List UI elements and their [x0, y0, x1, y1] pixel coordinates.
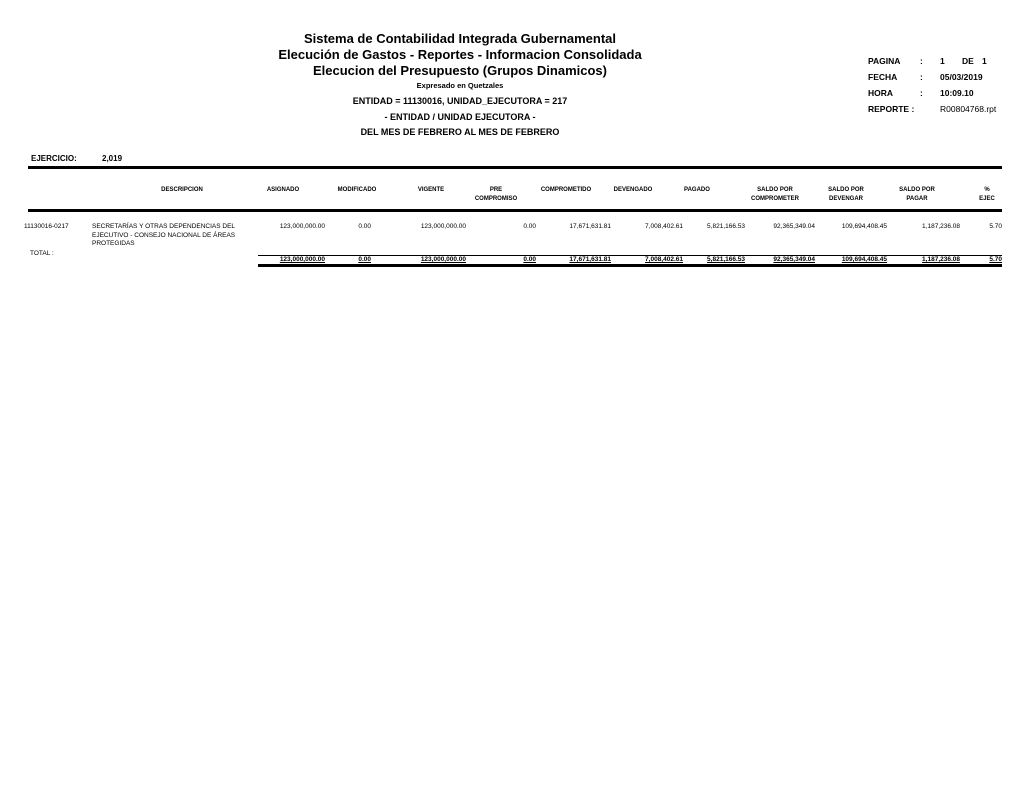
row-value-porcentaje-ejec: 5.70: [989, 223, 1002, 230]
page-number: 1: [940, 56, 945, 66]
row-value-devengado: 7,008,402.61: [645, 223, 683, 230]
fecha-label: FECHA: [868, 72, 898, 82]
ejercicio-label: EJERCICIO:: [31, 154, 77, 163]
column-header-porcentaje-ejec: % EJEC: [979, 187, 995, 202]
row-value-saldo-por-devengar: 109,694,408.45: [841, 223, 887, 230]
report-id: R00804768.rpt: [940, 104, 997, 114]
row-value-precompromiso: 0.00: [523, 223, 536, 230]
total-value-devengado: 7,008,402.61: [645, 256, 683, 263]
report-subtitle-2: Elecucion del Presupuesto (Grupos Dinami…: [312, 63, 607, 78]
report-title: Sistema de Contabilidad Integrada Gubern…: [303, 31, 617, 46]
reporte-label: REPORTE :: [868, 104, 915, 114]
total-value-porcentaje-ejec: 5.70: [989, 256, 1002, 263]
row-value-asignado: 123,000,000.00: [279, 223, 325, 230]
grouping-text: - ENTIDAD / UNIDAD EJECUTORA -: [384, 112, 536, 122]
row-value-pagado: 5,821,166.53: [707, 223, 745, 230]
row-value-saldo-por-comprometer: 92,365,349.04: [773, 223, 815, 230]
row-value-saldo-por-pagar: 1,187,236.08: [922, 223, 960, 230]
total-label: TOTAL :: [30, 250, 54, 257]
column-header-descripcion: DESCRIPCION: [161, 187, 203, 193]
total-value-comprometido: 17,671,631.81: [569, 256, 611, 263]
column-header-saldo-por-devengar: SALDO POR DEVENGAR: [828, 187, 864, 202]
header-rule: [28, 166, 1002, 169]
page-info: PAGINA: 1 DE 1: [868, 56, 987, 66]
time-info: HORA: 10:09.10: [868, 88, 974, 98]
row-value-vigente: 123,000,000.00: [420, 223, 466, 230]
column-header-comprometido: COMPROMETIDO: [540, 187, 592, 193]
total-value-vigente: 123,000,000.00: [420, 256, 466, 263]
total-value-modificado: 0.00: [358, 256, 371, 263]
total-value-saldo-por-pagar: 1,187,236.08: [922, 256, 960, 263]
column-header-devengado: DEVENGADO: [613, 187, 653, 193]
report-subtitle: Elecución de Gastos - Reportes - Informa…: [278, 47, 642, 62]
column-header-pagado: PAGADO: [684, 187, 710, 193]
date-value: 05/03/2019: [940, 72, 983, 82]
pagina-label: PAGINA: [868, 56, 901, 66]
date-info: FECHA: 05/03/2019: [868, 72, 983, 82]
report-id-info: REPORTE : R00804768.rpt: [868, 104, 996, 114]
total-value-saldo-por-comprometer: 92,365,349.04: [773, 256, 815, 263]
column-header-asignado: ASIGNADO: [266, 187, 300, 193]
column-header-precompromiso: PRE COMPROMISO: [474, 187, 518, 202]
period-text: DEL MES DE FEBRERO AL MES DE FEBRERO: [360, 127, 560, 137]
de-label: DE: [962, 56, 974, 66]
total-value-pagado: 5,821,166.53: [707, 256, 745, 263]
total-value-precompromiso: 0.00: [523, 256, 536, 263]
total-top-rule: [258, 255, 1002, 256]
column-header-modificado: MODIFICADO: [337, 187, 377, 193]
sep: :: [920, 56, 923, 66]
row-value-modificado: 0.00: [358, 223, 371, 230]
ejercicio-value: 2,019: [102, 154, 123, 163]
column-header-saldo-por-comprometer: SALDO POR COMPROMETER: [751, 187, 799, 202]
total-pages: 1: [982, 56, 987, 66]
row-code: 11130016-0217: [24, 223, 69, 230]
row-value-comprometido: 17,671,631.81: [569, 223, 611, 230]
total-value-saldo-por-devengar: 109,694,408.45: [841, 256, 887, 263]
hora-label: HORA: [868, 88, 894, 98]
column-header-vigente: VIGENTE: [417, 187, 445, 193]
time-value: 10:09.10: [940, 88, 974, 98]
column-header-saldo-por-pagar: SALDO POR PAGAR: [899, 187, 935, 202]
total-value-asignado: 123,000,000.00: [279, 256, 325, 263]
currency-note: Expresado en Quetzales: [416, 81, 504, 90]
sep: :: [920, 72, 923, 82]
filter-text: ENTIDAD = 11130016, UNIDAD_EJECUTORA = 2…: [352, 96, 568, 106]
column-rule: [28, 209, 1002, 212]
row-description: SECRETARÍAS Y OTRAS DEPENDENCIAS DEL EJE…: [92, 223, 236, 247]
total-bottom-rule: [258, 264, 1002, 267]
sep: :: [920, 88, 923, 98]
